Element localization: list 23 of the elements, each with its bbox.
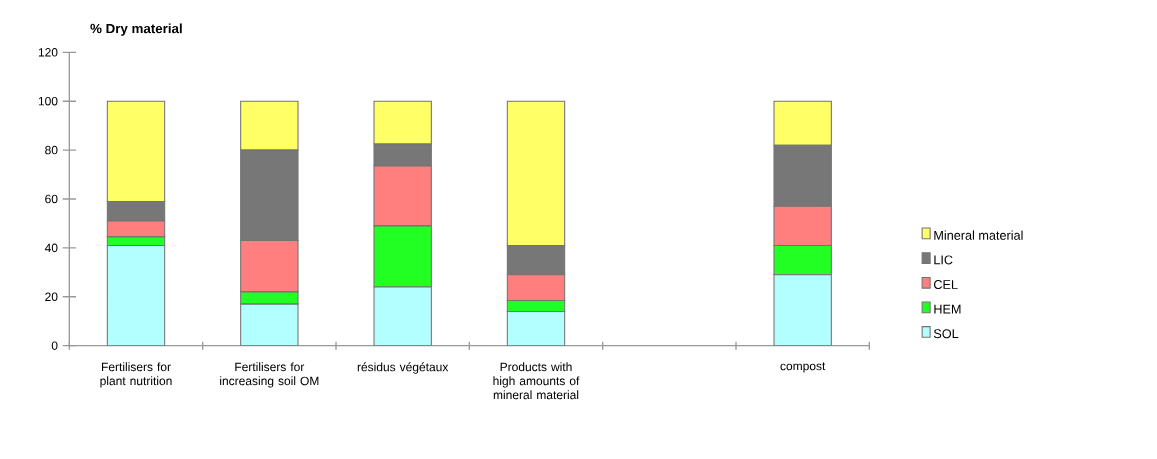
legend-label: SOL [933, 329, 959, 339]
y-axis-title: % Dry material [90, 23, 182, 36]
bar [773, 274, 832, 346]
bar [106, 244, 166, 346]
x-tick-label: Fertilisers for plant nutrition [100, 362, 172, 388]
y-tick-label: 20 [45, 292, 58, 302]
y-tick-label: 80 [45, 145, 58, 155]
legend-label: HEM [934, 304, 961, 314]
bar [240, 303, 299, 346]
bar [373, 286, 432, 346]
y-tick-label: 0 [51, 341, 58, 350]
y-tick-label: 100 [38, 96, 58, 106]
x-tick-label: Products with high amounts of mineral material [493, 362, 580, 400]
legend-label: LIC [934, 255, 953, 265]
bar [506, 310, 566, 346]
x-tick-label: résidus végétaux [357, 362, 449, 374]
legend-label: Mineral material [934, 230, 1023, 240]
x-tick-label: Fertilisers for increasing soil OM [220, 362, 319, 388]
y-tick-label: 120 [38, 48, 58, 57]
legend-label: CEL [933, 280, 958, 289]
y-tick-label: 60 [45, 194, 58, 204]
y-tick-label: 40 [44, 243, 58, 253]
x-tick-label: compost [780, 362, 826, 373]
